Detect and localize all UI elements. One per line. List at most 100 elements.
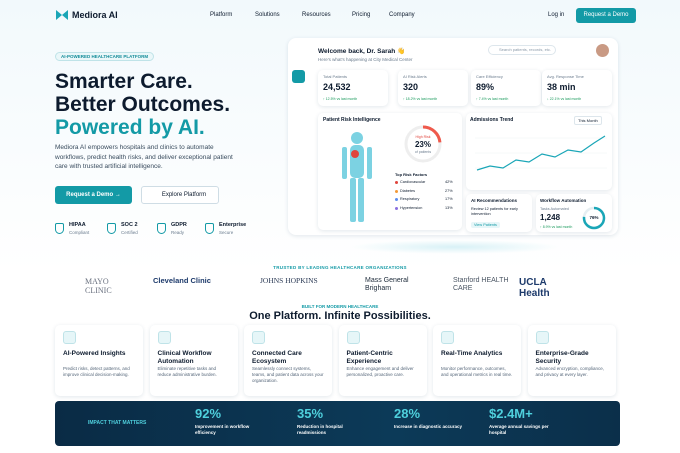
stat-card	[318, 70, 388, 106]
factor-name: Respiratory	[400, 197, 420, 201]
stat-label: Total Patients	[323, 74, 348, 79]
impact-value: 92%	[195, 406, 222, 421]
feature-icon	[252, 331, 265, 344]
risk-ring	[404, 125, 442, 163]
stat-change: ↓ 22.1% vs last month	[547, 97, 582, 101]
badge-icon	[107, 223, 116, 234]
stat-change: ↑ 7.4% vs last month	[476, 97, 509, 101]
feature-icon	[535, 331, 549, 344]
factor-name: Cardiovascular	[400, 180, 426, 184]
badge-sub: Compliant	[69, 230, 90, 235]
brand[interactable]: Mediora AI	[72, 10, 118, 20]
trend-panel	[466, 113, 612, 190]
feature-title: AI-Powered Insights	[63, 350, 126, 357]
factor-value: 17%	[445, 197, 453, 201]
trend-chart	[475, 135, 607, 171]
stat-label: Avg. Response Time	[547, 74, 584, 79]
impact-value: 35%	[297, 406, 324, 421]
nav-link[interactable]: Company	[389, 12, 415, 18]
factor-name: Diabetes	[400, 188, 415, 193]
hero-description: Mediora AI empowers hospitals and clinic…	[55, 144, 233, 170]
primary-button[interactable]: Request a Demo →	[55, 186, 132, 204]
workflow-ring-label: 76%	[589, 215, 599, 220]
sidebar-active	[292, 70, 305, 83]
stat-value: 24,532	[323, 82, 351, 92]
partner-logo: UCLA Health	[519, 277, 550, 299]
impact-text: Improvement in workflow efficiency	[195, 424, 250, 435]
trend-title: Admissions Trend	[470, 117, 514, 123]
trend-period[interactable]: This Month	[574, 116, 602, 125]
welcome-sub: Here's what's happening at City Medical …	[318, 57, 413, 62]
factors-title: Top Risk Factors	[395, 172, 428, 177]
partner-logo: Mass General Brigham	[365, 277, 409, 292]
factor-name: Hypertension	[400, 205, 423, 210]
partner-logo: Stanford HEALTH CARE	[453, 277, 509, 292]
hero-title-line: Smarter Care.	[55, 70, 193, 93]
body-figure	[342, 132, 372, 222]
recommend-text: Review 12 patients for early interventio…	[471, 207, 518, 216]
badge-icon	[55, 223, 64, 234]
factor-value: 13%	[445, 205, 453, 210]
risk-title: Patient Risk Intelligence	[323, 117, 381, 123]
factor-dot	[395, 198, 398, 201]
feature-title: Clinical Workflow Automation	[157, 350, 212, 365]
feature-icon	[63, 331, 76, 344]
impact-text: Increase in diagnostic accuracy	[394, 424, 463, 429]
workflow-ring	[582, 206, 606, 230]
secondary-button[interactable]: Explore Platform	[141, 186, 219, 204]
logo-icon	[56, 10, 68, 20]
factor-dot	[395, 206, 398, 210]
workflow-title: Workflow Automation	[540, 198, 587, 203]
badge-icon	[157, 223, 166, 234]
workflow-label: Tasks Automated	[540, 207, 569, 211]
feature-icon	[157, 331, 171, 344]
badge-sub: Certified	[121, 230, 138, 235]
stat-change: ↑ 18.2% vs last month	[403, 97, 438, 101]
feature-icon	[441, 331, 454, 344]
hero-badge: AI-POWERED HEALTHCARE PLATFORM	[55, 52, 155, 61]
hero-title-line: Better Outcomes.	[55, 93, 231, 116]
impact-value: 28%	[394, 406, 421, 421]
recommend-button[interactable]: View Patients	[471, 222, 500, 228]
factor-value: 42%	[445, 180, 453, 184]
impact-text: Average annual savings per hospital	[489, 424, 549, 435]
impact-title: IMPACT THAT MATTERS	[88, 420, 147, 426]
impact-value: $2.4M+	[489, 406, 533, 421]
features-title: One Platform. Infinite Possibilities.	[249, 310, 431, 322]
login[interactable]: Log in	[548, 12, 565, 18]
feature-text: Predict risks, detect patterns, and impr…	[63, 366, 130, 377]
impact-bar	[55, 401, 620, 446]
stat-value: 38 min	[547, 82, 576, 92]
nav-link[interactable]: Pricing	[352, 12, 371, 18]
recommend-title: AI Recommendations	[471, 198, 518, 203]
nav-cta[interactable]: Request a Demo	[576, 8, 636, 23]
feature-icon	[346, 331, 360, 344]
nav-link[interactable]: Solutions	[255, 12, 280, 18]
badge-title: SOC 2	[121, 222, 138, 228]
stat-change: ↑ 12.5% vs last month	[323, 97, 358, 101]
badge-title: HIPAA	[69, 222, 86, 228]
workflow-value: 1,248	[540, 213, 561, 222]
feature-title: Real-Time Analytics	[441, 350, 503, 357]
badge-sub: Ready	[171, 230, 185, 235]
features-eyebrow: BUILT FOR MODERN HEALTHCARE	[301, 304, 379, 309]
search[interactable]: Search patients, records, etc.	[488, 45, 556, 55]
factor-dot	[395, 189, 398, 193]
badge-icon	[205, 223, 214, 234]
feature-text: Advanced encryption, compliance, and pri…	[535, 366, 605, 377]
partner-logo: MAYO CLINIC	[85, 277, 112, 295]
stat-value: 320	[403, 82, 419, 92]
welcome: Welcome back, Dr. Sarah 👋	[318, 48, 406, 55]
nav-link[interactable]: Resources	[302, 12, 331, 18]
partner-logo: JOHNS HOPKINS	[260, 276, 318, 285]
stat-label: AI Risk Alerts	[403, 74, 427, 79]
factor-value: 27%	[445, 188, 453, 193]
stat-card	[398, 70, 468, 106]
feature-text: Eliminate repetitive tasks and reduce ad…	[157, 366, 217, 377]
ring-label: High Risk	[415, 135, 431, 139]
feature-title: Connected Care Ecosystem	[252, 350, 302, 365]
avatar[interactable]	[596, 44, 609, 57]
nav-link[interactable]: Platform	[210, 12, 233, 18]
hero-title-line: Powered by AI.	[55, 116, 205, 139]
